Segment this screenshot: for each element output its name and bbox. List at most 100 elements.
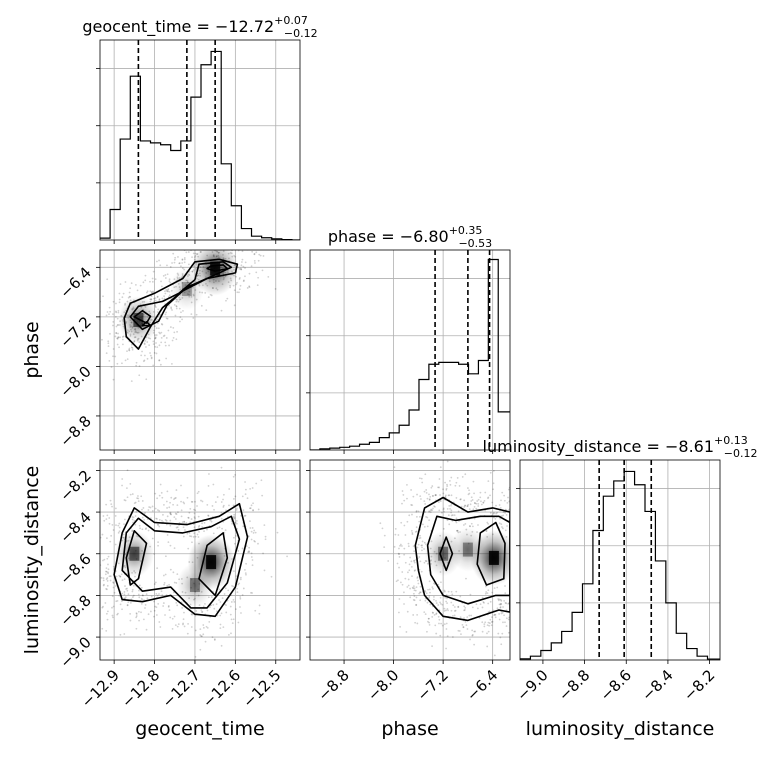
sample-point bbox=[235, 575, 238, 578]
sample-point bbox=[156, 497, 159, 500]
sample-point bbox=[445, 489, 448, 491]
sample-point bbox=[106, 580, 109, 582]
sample-point bbox=[134, 523, 137, 526]
contour-level bbox=[426, 515, 510, 605]
sample-point bbox=[105, 612, 108, 615]
hist-panel-geocent-time: geocent_time = −12.72+0.07 −0.12 bbox=[82, 14, 318, 244]
sample-point bbox=[255, 251, 258, 254]
sample-point bbox=[439, 494, 441, 496]
sample-point bbox=[185, 521, 188, 524]
sample-point bbox=[393, 466, 396, 469]
hist-gridlines bbox=[310, 250, 510, 450]
sample-point bbox=[492, 488, 495, 491]
sample-point bbox=[220, 644, 223, 647]
sample-point bbox=[108, 306, 111, 309]
sample-point bbox=[158, 259, 160, 262]
sample-point bbox=[425, 515, 427, 518]
sample-point bbox=[97, 531, 99, 533]
sample-point bbox=[549, 604, 551, 606]
sample-point bbox=[251, 559, 254, 561]
sample-point bbox=[172, 252, 175, 255]
sample-point bbox=[132, 521, 134, 524]
sample-point bbox=[423, 611, 426, 614]
contour-lines bbox=[113, 502, 249, 618]
sample-point bbox=[192, 535, 195, 538]
sample-point bbox=[511, 622, 513, 624]
sample-point bbox=[486, 624, 489, 627]
sample-point bbox=[499, 603, 502, 606]
sample-point bbox=[508, 616, 510, 619]
sample-point bbox=[232, 598, 235, 601]
sample-point bbox=[398, 547, 400, 550]
sample-point bbox=[411, 531, 414, 534]
sample-point bbox=[169, 511, 172, 514]
sample-point bbox=[433, 505, 435, 508]
sample-point bbox=[397, 552, 400, 555]
sample-point bbox=[176, 625, 179, 628]
sample-point bbox=[115, 332, 118, 334]
sample-point bbox=[157, 602, 160, 605]
sample-point bbox=[163, 297, 166, 300]
sample-point bbox=[517, 609, 519, 611]
sample-point bbox=[412, 614, 415, 616]
sample-point bbox=[418, 515, 421, 518]
contour-lines bbox=[414, 496, 510, 622]
sample-point bbox=[236, 281, 238, 284]
sample-point bbox=[239, 597, 242, 600]
sample-point bbox=[199, 634, 202, 636]
sample-point bbox=[421, 544, 424, 547]
sample-point bbox=[406, 520, 409, 523]
sample-point bbox=[208, 620, 211, 623]
sample-point bbox=[191, 256, 193, 259]
sample-point bbox=[154, 507, 157, 510]
sample-point bbox=[194, 655, 197, 658]
sample-point bbox=[485, 529, 488, 532]
sample-point bbox=[121, 579, 124, 582]
sample-point bbox=[162, 605, 165, 607]
sample-point bbox=[144, 279, 147, 282]
sample-point bbox=[190, 626, 193, 628]
sample-point bbox=[154, 492, 157, 495]
sample-point bbox=[408, 563, 411, 566]
sample-point bbox=[158, 359, 161, 362]
sample-point bbox=[169, 326, 172, 328]
sample-point bbox=[406, 610, 409, 613]
sample-point bbox=[483, 625, 486, 628]
sample-point bbox=[134, 501, 137, 504]
sample-point bbox=[459, 595, 462, 598]
sample-point bbox=[171, 262, 173, 264]
sample-point bbox=[181, 262, 184, 264]
sample-point bbox=[109, 575, 112, 578]
sample-point bbox=[455, 521, 458, 524]
sample-point bbox=[103, 519, 106, 522]
sample-point bbox=[425, 491, 428, 494]
sample-point bbox=[222, 506, 225, 508]
sample-point bbox=[138, 619, 140, 622]
sample-point bbox=[418, 556, 421, 558]
sample-point bbox=[112, 300, 115, 303]
sample-point bbox=[500, 523, 503, 526]
sample-point bbox=[194, 614, 197, 617]
sample-point bbox=[248, 551, 251, 554]
sample-point bbox=[512, 607, 514, 609]
sample-point bbox=[453, 606, 456, 608]
sample-point bbox=[399, 543, 402, 546]
sample-point bbox=[464, 504, 466, 507]
sample-point bbox=[124, 499, 127, 502]
sample-point bbox=[143, 342, 146, 345]
sample-point bbox=[448, 494, 451, 497]
sample-point bbox=[209, 606, 211, 609]
sample-point bbox=[479, 603, 482, 606]
sample-point bbox=[241, 258, 244, 261]
sample-point bbox=[429, 495, 432, 498]
sample-point bbox=[515, 503, 517, 505]
sample-point bbox=[108, 575, 111, 578]
density-bin bbox=[210, 261, 221, 276]
sample-point bbox=[426, 630, 428, 633]
sample-point bbox=[166, 584, 169, 587]
sample-point bbox=[166, 534, 169, 536]
sample-point bbox=[417, 582, 420, 585]
sample-point bbox=[477, 524, 479, 526]
sample-point bbox=[189, 521, 192, 524]
sample-point bbox=[172, 571, 175, 574]
